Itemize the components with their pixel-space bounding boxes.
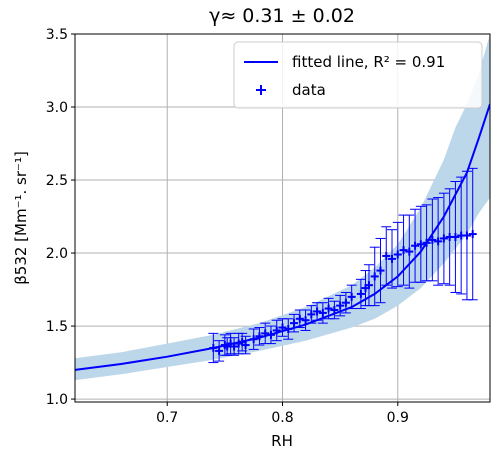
y-tick-label: 3.5 bbox=[46, 27, 68, 43]
x-tick-label: 0.8 bbox=[271, 410, 293, 426]
fitted-line bbox=[75, 103, 490, 371]
legend-box bbox=[233, 41, 483, 109]
x-tick-label: 0.9 bbox=[387, 410, 409, 426]
data-point bbox=[295, 314, 304, 323]
data-point bbox=[451, 232, 460, 241]
data-point bbox=[318, 308, 327, 317]
y-tick-label: 3.0 bbox=[46, 100, 68, 116]
y-axis-label: β532 [Mm⁻¹. sr⁻¹] bbox=[12, 151, 30, 285]
data-point bbox=[307, 310, 316, 319]
axis-ticks: 0.7 0.8 0.9 1.0 1.5 2.0 2.5 3.0 3.5 bbox=[46, 27, 409, 426]
data-point bbox=[434, 237, 443, 246]
confidence-band bbox=[75, 34, 490, 381]
data-point bbox=[405, 247, 414, 256]
data-point bbox=[399, 246, 408, 255]
data-point bbox=[313, 307, 322, 316]
y-tick-label: 2.0 bbox=[46, 246, 68, 262]
data-point bbox=[439, 234, 448, 243]
data-point bbox=[336, 301, 345, 310]
chart-title: γ≈ 0.31 ± 0.02 bbox=[209, 5, 355, 27]
data-point bbox=[290, 319, 299, 328]
data-point bbox=[301, 316, 310, 325]
legend-data-label: data bbox=[292, 81, 326, 99]
data-point bbox=[388, 254, 397, 263]
data-point bbox=[376, 266, 385, 275]
data-point bbox=[416, 240, 425, 249]
data-point bbox=[364, 281, 373, 290]
data-point bbox=[428, 235, 437, 244]
data-point bbox=[356, 289, 365, 298]
data-point bbox=[370, 272, 379, 281]
legend: fitted line, R² = 0.91 data bbox=[233, 41, 483, 109]
x-tick-label: 0.7 bbox=[156, 410, 178, 426]
legend-marker-swatch bbox=[256, 85, 266, 95]
data-point bbox=[393, 250, 402, 259]
data-point bbox=[382, 251, 391, 260]
y-tick-label: 1.0 bbox=[46, 392, 68, 408]
data-point bbox=[411, 241, 420, 250]
data-point bbox=[241, 341, 250, 350]
y-tick-label: 2.5 bbox=[46, 173, 68, 189]
legend-fit-label: fitted line, R² = 0.91 bbox=[292, 53, 445, 71]
data-point bbox=[341, 298, 350, 307]
data-point bbox=[324, 304, 333, 313]
data-point bbox=[215, 346, 224, 355]
x-axis-label: RH bbox=[271, 432, 293, 450]
data-point bbox=[347, 292, 356, 301]
y-tick-label: 1.5 bbox=[46, 319, 68, 335]
data-point bbox=[462, 231, 471, 240]
data-point bbox=[468, 230, 477, 239]
